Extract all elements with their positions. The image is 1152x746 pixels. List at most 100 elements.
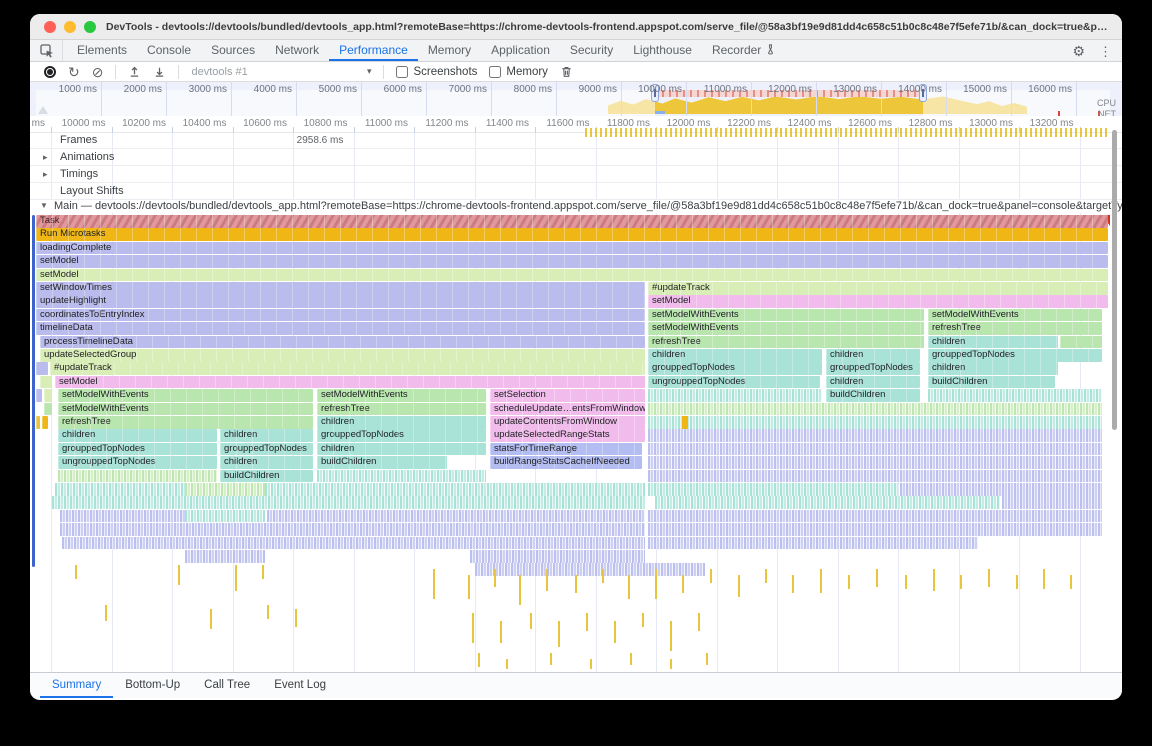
flame-bar-setModelWithEvents[interactable]: setModelWithEvents: [928, 308, 1102, 322]
flame-chart[interactable]: Task Run Microtasks loadingComplete setMode…: [30, 213, 1122, 672]
flame-bar[interactable]: [44, 389, 52, 402]
flame-bar-setSelection[interactable]: setSelection: [490, 389, 645, 402]
flame-bar-refreshTree[interactable]: refreshTree: [648, 335, 924, 349]
settings-gear-icon[interactable]: ⚙: [1072, 43, 1085, 59]
timeline-overview[interactable]: CPU NET 1000 ms 2000 ms 3000 ms 4000 ms 5000…: [30, 82, 1122, 117]
flame-bar-setModelWithEvents[interactable]: setModelWithEvents: [648, 322, 924, 335]
flame-bar-grouppedTopNodes[interactable]: grouppedTopNodes: [826, 362, 920, 375]
flame-bar-updateSelectedGroup[interactable]: updateSelectedGroup: [40, 349, 645, 362]
zoom-window-button[interactable]: [84, 20, 96, 33]
tab-console[interactable]: Console: [137, 40, 201, 61]
inspect-element-icon[interactable]: [30, 40, 63, 61]
tab-application[interactable]: Application: [481, 40, 560, 61]
tab-recorder[interactable]: Recorder: [702, 40, 786, 61]
flame-bar-timelineData[interactable]: timelineData: [36, 322, 645, 335]
details-tab-bottom-up[interactable]: Bottom-Up: [125, 678, 181, 691]
trash-icon[interactable]: [560, 65, 573, 78]
more-options-icon[interactable]: ⋮: [1099, 43, 1112, 59]
flame-bar-children[interactable]: children: [928, 362, 1058, 375]
collapse-arrow-icon[interactable]: ▸: [43, 152, 48, 162]
main-track-header[interactable]: ▼ Main — devtools://devtools/bundled/dev…: [30, 200, 1122, 213]
details-tab-summary[interactable]: Summary: [40, 673, 114, 698]
flame-bar-ungrouppedTopNodes[interactable]: ungrouppedTopNodes: [648, 375, 820, 389]
timings-track[interactable]: ▸ Timings: [30, 166, 1122, 183]
flame-bar-grouppedTopNodes[interactable]: grouppedTopNodes: [928, 349, 1102, 362]
tab-memory[interactable]: Memory: [418, 40, 481, 61]
flame-bar-grouppedTopNodes[interactable]: grouppedTopNodes: [648, 362, 822, 375]
flame-bar-children[interactable]: children: [58, 429, 217, 442]
save-profile-icon[interactable]: [153, 65, 166, 78]
flame-bar-children[interactable]: children: [826, 349, 920, 362]
screenshots-checkbox[interactable]: [396, 65, 409, 78]
flame-bar[interactable]: [1060, 335, 1102, 349]
flame-bar-setModelWithEvents[interactable]: setModelWithEvents: [58, 389, 313, 402]
flame-bar-children[interactable]: children: [928, 335, 1058, 349]
tab-network[interactable]: Network: [265, 40, 329, 61]
panel-vertical-scrollbar[interactable]: [1112, 130, 1117, 430]
details-tab-call-tree[interactable]: Call Tree: [204, 678, 251, 691]
flame-bar[interactable]: [36, 416, 40, 429]
tab-elements[interactable]: Elements: [67, 40, 137, 61]
collapse-arrow-icon[interactable]: ▸: [43, 169, 48, 179]
selection-handle-right[interactable]: [919, 84, 927, 102]
flame-bar-children[interactable]: children: [220, 429, 313, 442]
expand-arrow-icon[interactable]: ▼: [40, 201, 48, 210]
flame-bar-buildChildren[interactable]: buildChildren: [220, 469, 313, 483]
flame-bar-buildChildren[interactable]: buildChildren: [317, 456, 447, 469]
flame-bar[interactable]: [42, 416, 48, 429]
flame-bar-grouppedTopNodes[interactable]: grouppedTopNodes: [58, 442, 217, 456]
flame-bar-setModelWithEvents[interactable]: setModelWithEvents: [317, 389, 486, 402]
animations-track[interactable]: ▸ Animations: [30, 149, 1122, 166]
flame-bar-processTimelineData[interactable]: processTimelineData: [40, 335, 645, 349]
layout-shifts-track[interactable]: Layout Shifts: [30, 183, 1122, 200]
flame-bar-#updateTrack[interactable]: #updateTrack: [50, 362, 645, 375]
record-button[interactable]: [44, 65, 56, 78]
flame-bar-children[interactable]: children: [317, 442, 486, 456]
flame-bar-setWindowTimes[interactable]: setWindowTimes: [36, 282, 645, 295]
selection-handle-left[interactable]: [651, 84, 659, 102]
tab-security[interactable]: Security: [560, 40, 623, 61]
flame-bar-ungrouppedTopNodes[interactable]: ungrouppedTopNodes: [58, 456, 217, 469]
flame-bar-loadingComplete[interactable]: loadingComplete: [36, 241, 1108, 255]
close-window-button[interactable]: [44, 20, 56, 33]
flame-bar-updateContentsFromWindow[interactable]: updateContentsFromWindow: [490, 416, 645, 429]
tab-sources[interactable]: Sources: [201, 40, 265, 61]
flame-bar-children[interactable]: children: [220, 456, 313, 469]
flame-bar[interactable]: [44, 402, 52, 416]
flame-bar[interactable]: [36, 389, 42, 402]
flame-bar-buildChildren[interactable]: buildChildren: [928, 375, 1055, 389]
flame-bar-refreshTree[interactable]: refreshTree: [928, 322, 1102, 335]
flame-bar-setModel[interactable]: setModel: [55, 375, 645, 389]
flame-bar-children[interactable]: children: [826, 375, 920, 389]
flame-bar-statsForTimeRange[interactable]: statsForTimeRange: [490, 442, 642, 456]
flame-bar-coordinatesToEntryIndex[interactable]: coordinatesToEntryIndex: [36, 308, 645, 322]
flame-bar-setModel[interactable]: setModel: [36, 268, 1108, 282]
flame-bar-buildChildren[interactable]: buildChildren: [826, 389, 920, 402]
flame-bar-grouppedTopNodes[interactable]: grouppedTopNodes: [220, 442, 313, 456]
flame-bar-RunMicrotasks[interactable]: Run Microtasks: [36, 228, 1108, 241]
flame-bar-refreshTree[interactable]: refreshTree: [58, 416, 313, 429]
flame-bar-Task[interactable]: Task: [36, 215, 1108, 228]
frames-track[interactable]: Frames 2958.6 ms: [30, 128, 1122, 149]
clear-recording-button[interactable]: ⊘: [91, 63, 104, 80]
flame-bar-updateHighlight[interactable]: updateHighlight: [36, 295, 645, 308]
memory-checkbox[interactable]: [489, 65, 502, 78]
flame-bar-setModelWithEvents[interactable]: setModelWithEvents: [648, 308, 924, 322]
flame-bar-updateSelectedRangeStats[interactable]: updateSelectedRangeStats: [490, 429, 645, 442]
tab-lighthouse[interactable]: Lighthouse: [623, 40, 702, 61]
load-profile-icon[interactable]: [128, 65, 141, 78]
flame-bar-setModelWithEvents[interactable]: setModelWithEvents: [58, 402, 313, 416]
flame-bar-buildRangeStatsCacheIfNeeded[interactable]: buildRangeStatsCacheIfNeeded: [490, 456, 642, 469]
flame-bar-setModel[interactable]: setModel: [36, 255, 1108, 268]
flame-bar[interactable]: [36, 362, 48, 375]
flame-bar-#updateTrack[interactable]: #updateTrack: [648, 282, 1108, 295]
minimize-window-button[interactable]: [64, 20, 76, 33]
session-select[interactable]: devtools #1 ▾: [191, 66, 371, 78]
flame-vertical-scrollbar[interactable]: [32, 215, 35, 567]
flame-bar-setModel[interactable]: setModel: [648, 295, 1108, 308]
reload-and-record-button[interactable]: ↻: [68, 63, 80, 80]
flame-bar-scheduleUpdateentsFromWindow[interactable]: scheduleUpdate…entsFromWindow: [490, 402, 645, 416]
flame-bar-children[interactable]: children: [648, 349, 822, 362]
flame-bar-children[interactable]: children: [317, 416, 486, 429]
tab-performance[interactable]: Performance: [329, 40, 418, 61]
